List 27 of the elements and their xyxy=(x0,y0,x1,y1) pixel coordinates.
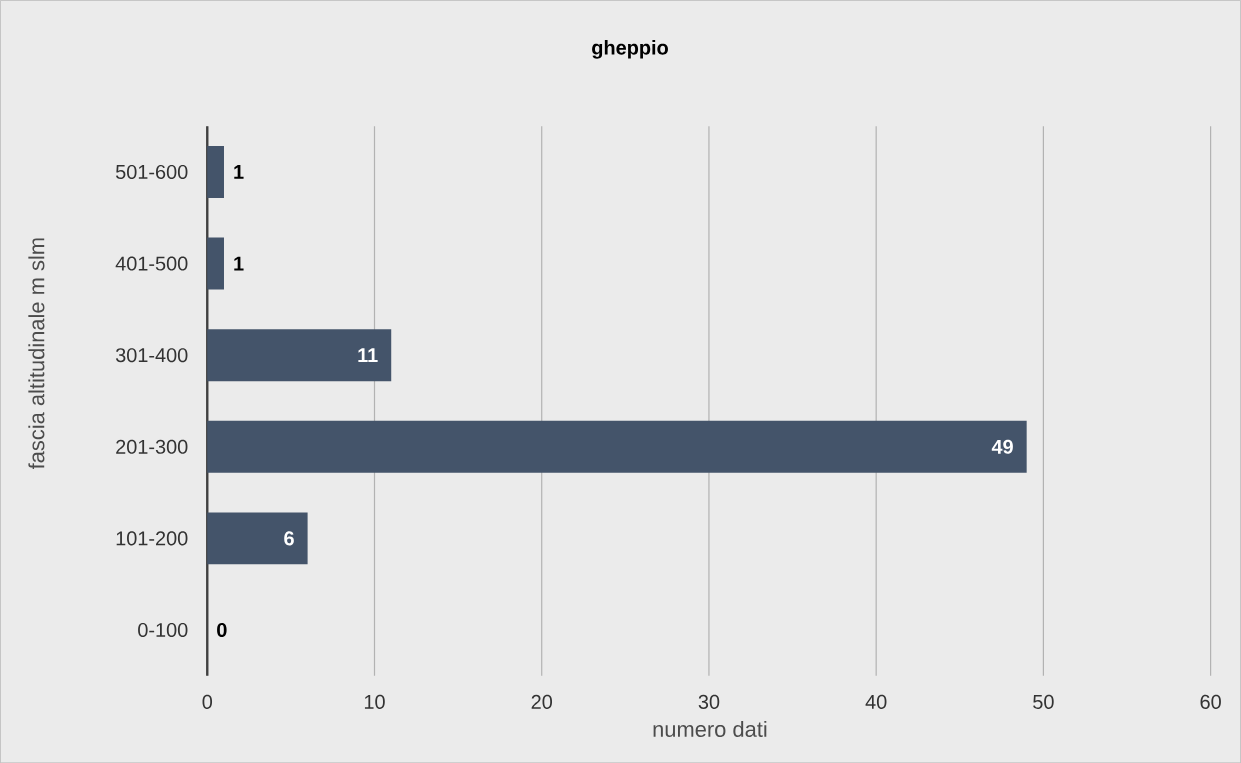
x-axis-title: numero dati xyxy=(653,720,767,737)
y-tick-label: 201-300 xyxy=(116,439,188,454)
data-label: 0 xyxy=(217,622,227,637)
data-label: 6 xyxy=(284,531,294,546)
x-tick-label: 0 xyxy=(202,694,213,709)
data-label: 11 xyxy=(358,348,378,362)
x-tick-label: 50 xyxy=(1033,694,1054,709)
data-label: 49 xyxy=(991,439,1013,454)
y-tick-label: 101-200 xyxy=(116,531,188,546)
bar xyxy=(207,420,1027,473)
bar xyxy=(207,145,224,198)
chart-title: gheppio xyxy=(592,39,668,59)
y-tick-label: 501-600 xyxy=(115,164,188,179)
x-tick-label: 40 xyxy=(865,694,887,709)
bar xyxy=(207,237,224,290)
y-tick-label: 401-500 xyxy=(115,256,188,271)
x-tick-label: 30 xyxy=(698,694,720,709)
x-tick-label: 10 xyxy=(364,694,385,709)
data-label: 1 xyxy=(234,164,244,179)
bar xyxy=(207,512,308,565)
x-tick-label: 20 xyxy=(531,694,553,709)
bar xyxy=(207,329,392,382)
y-tick-label: 0-100 xyxy=(138,622,188,637)
y-tick-label: 301-400 xyxy=(115,347,188,363)
y-axis-title: fascia altitudinale m slm xyxy=(28,238,45,469)
data-label: 1 xyxy=(234,256,244,271)
x-tick-label: 60 xyxy=(1200,694,1221,709)
